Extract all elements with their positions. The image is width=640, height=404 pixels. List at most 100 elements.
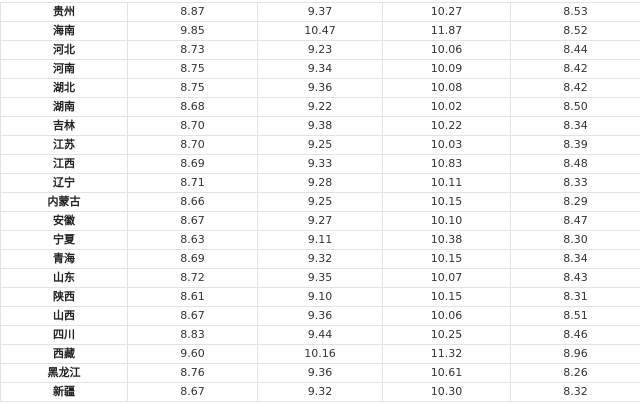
table-row: 湖南 8.68 9.22 10.02 8.50 xyxy=(0,97,640,117)
table-row: 吉林 8.70 9.38 10.22 8.34 xyxy=(0,116,640,136)
value-cell: 8.43 xyxy=(510,268,640,288)
value-cell: 10.07 xyxy=(382,268,511,288)
table-row: 黑龙江 8.76 9.36 10.61 8.26 xyxy=(0,363,640,383)
value-cell: 9.27 xyxy=(257,211,383,231)
value-cell: 10.16 xyxy=(257,344,383,364)
value-cell: 8.70 xyxy=(127,135,258,155)
value-cell: 9.36 xyxy=(257,306,383,326)
region-cell: 黑龙江 xyxy=(0,363,128,383)
value-cell: 8.72 xyxy=(127,268,258,288)
table-row: 河南 8.75 9.34 10.09 8.42 xyxy=(0,59,640,79)
value-cell: 8.48 xyxy=(510,154,640,174)
value-cell: 10.22 xyxy=(382,116,511,136)
table-row: 江苏 8.70 9.25 10.03 8.39 xyxy=(0,135,640,155)
value-cell: 8.71 xyxy=(127,173,258,193)
value-cell: 10.15 xyxy=(382,287,511,307)
value-cell: 8.75 xyxy=(127,59,258,79)
value-cell: 10.08 xyxy=(382,78,511,98)
value-cell: 8.53 xyxy=(510,2,640,22)
value-cell: 10.11 xyxy=(382,173,511,193)
value-cell: 8.69 xyxy=(127,249,258,269)
value-cell: 8.33 xyxy=(510,173,640,193)
value-cell: 8.61 xyxy=(127,287,258,307)
value-cell: 8.39 xyxy=(510,135,640,155)
value-cell: 9.60 xyxy=(127,344,258,364)
value-cell: 9.23 xyxy=(257,40,383,60)
value-cell: 8.67 xyxy=(127,382,258,402)
value-cell: 8.42 xyxy=(510,59,640,79)
value-cell: 10.25 xyxy=(382,325,511,345)
value-cell: 9.35 xyxy=(257,268,383,288)
value-cell: 8.75 xyxy=(127,78,258,98)
region-cell: 山东 xyxy=(0,268,128,288)
value-cell: 8.34 xyxy=(510,249,640,269)
value-cell: 8.47 xyxy=(510,211,640,231)
value-cell: 9.44 xyxy=(257,325,383,345)
table-row: 江西 8.69 9.33 10.83 8.48 xyxy=(0,154,640,174)
region-cell: 内蒙古 xyxy=(0,192,128,212)
region-cell: 江苏 xyxy=(0,135,128,155)
value-cell: 8.42 xyxy=(510,78,640,98)
region-cell: 山西 xyxy=(0,306,128,326)
value-cell: 10.10 xyxy=(382,211,511,231)
value-cell: 11.87 xyxy=(382,21,511,41)
region-cell: 贵州 xyxy=(0,2,128,22)
value-cell: 8.31 xyxy=(510,287,640,307)
table-row: 安徽 8.67 9.27 10.10 8.47 xyxy=(0,211,640,231)
value-cell: 8.96 xyxy=(510,344,640,364)
value-cell: 10.02 xyxy=(382,97,511,117)
region-cell: 西藏 xyxy=(0,344,128,364)
table-row: 四川 8.83 9.44 10.25 8.46 xyxy=(0,325,640,345)
value-cell: 9.37 xyxy=(257,2,383,22)
value-cell: 8.50 xyxy=(510,97,640,117)
region-cell: 陕西 xyxy=(0,287,128,307)
value-cell: 8.32 xyxy=(510,382,640,402)
value-cell: 8.67 xyxy=(127,211,258,231)
table-row: 辽宁 8.71 9.28 10.11 8.33 xyxy=(0,173,640,193)
table-row: 青海 8.69 9.32 10.15 8.34 xyxy=(0,249,640,269)
value-cell: 10.83 xyxy=(382,154,511,174)
table-row: 河北 8.73 9.23 10.06 8.44 xyxy=(0,40,640,60)
value-cell: 8.67 xyxy=(127,306,258,326)
region-cell: 宁夏 xyxy=(0,230,128,250)
value-cell: 8.34 xyxy=(510,116,640,136)
value-cell: 8.70 xyxy=(127,116,258,136)
value-cell: 9.22 xyxy=(257,97,383,117)
value-cell: 8.30 xyxy=(510,230,640,250)
value-cell: 8.46 xyxy=(510,325,640,345)
value-cell: 8.26 xyxy=(510,363,640,383)
table-row: 贵州 8.87 9.37 10.27 8.53 xyxy=(0,2,640,22)
value-cell: 8.76 xyxy=(127,363,258,383)
value-cell: 11.32 xyxy=(382,344,511,364)
value-cell: 9.36 xyxy=(257,363,383,383)
region-cell: 湖北 xyxy=(0,78,128,98)
value-cell: 8.68 xyxy=(127,97,258,117)
value-cell: 10.30 xyxy=(382,382,511,402)
value-cell: 10.09 xyxy=(382,59,511,79)
region-cell: 湖南 xyxy=(0,97,128,117)
value-cell: 9.32 xyxy=(257,382,383,402)
value-cell: 10.47 xyxy=(257,21,383,41)
table-row: 宁夏 8.63 9.11 10.38 8.30 xyxy=(0,230,640,250)
region-cell: 新疆 xyxy=(0,382,128,402)
value-cell: 8.51 xyxy=(510,306,640,326)
region-cell: 吉林 xyxy=(0,116,128,136)
value-cell: 10.06 xyxy=(382,306,511,326)
value-cell: 9.10 xyxy=(257,287,383,307)
value-cell: 8.66 xyxy=(127,192,258,212)
value-cell: 10.61 xyxy=(382,363,511,383)
table-row: 山西 8.67 9.36 10.06 8.51 xyxy=(0,306,640,326)
value-cell: 8.73 xyxy=(127,40,258,60)
value-cell: 9.36 xyxy=(257,78,383,98)
table-row: 内蒙古 8.66 9.25 10.15 8.29 xyxy=(0,192,640,212)
region-cell: 河北 xyxy=(0,40,128,60)
value-cell: 10.27 xyxy=(382,2,511,22)
value-cell: 8.44 xyxy=(510,40,640,60)
table-row: 陕西 8.61 9.10 10.15 8.31 xyxy=(0,287,640,307)
value-cell: 9.33 xyxy=(257,154,383,174)
value-cell: 9.11 xyxy=(257,230,383,250)
region-cell: 青海 xyxy=(0,249,128,269)
table-row: 西藏 9.60 10.16 11.32 8.96 xyxy=(0,344,640,364)
